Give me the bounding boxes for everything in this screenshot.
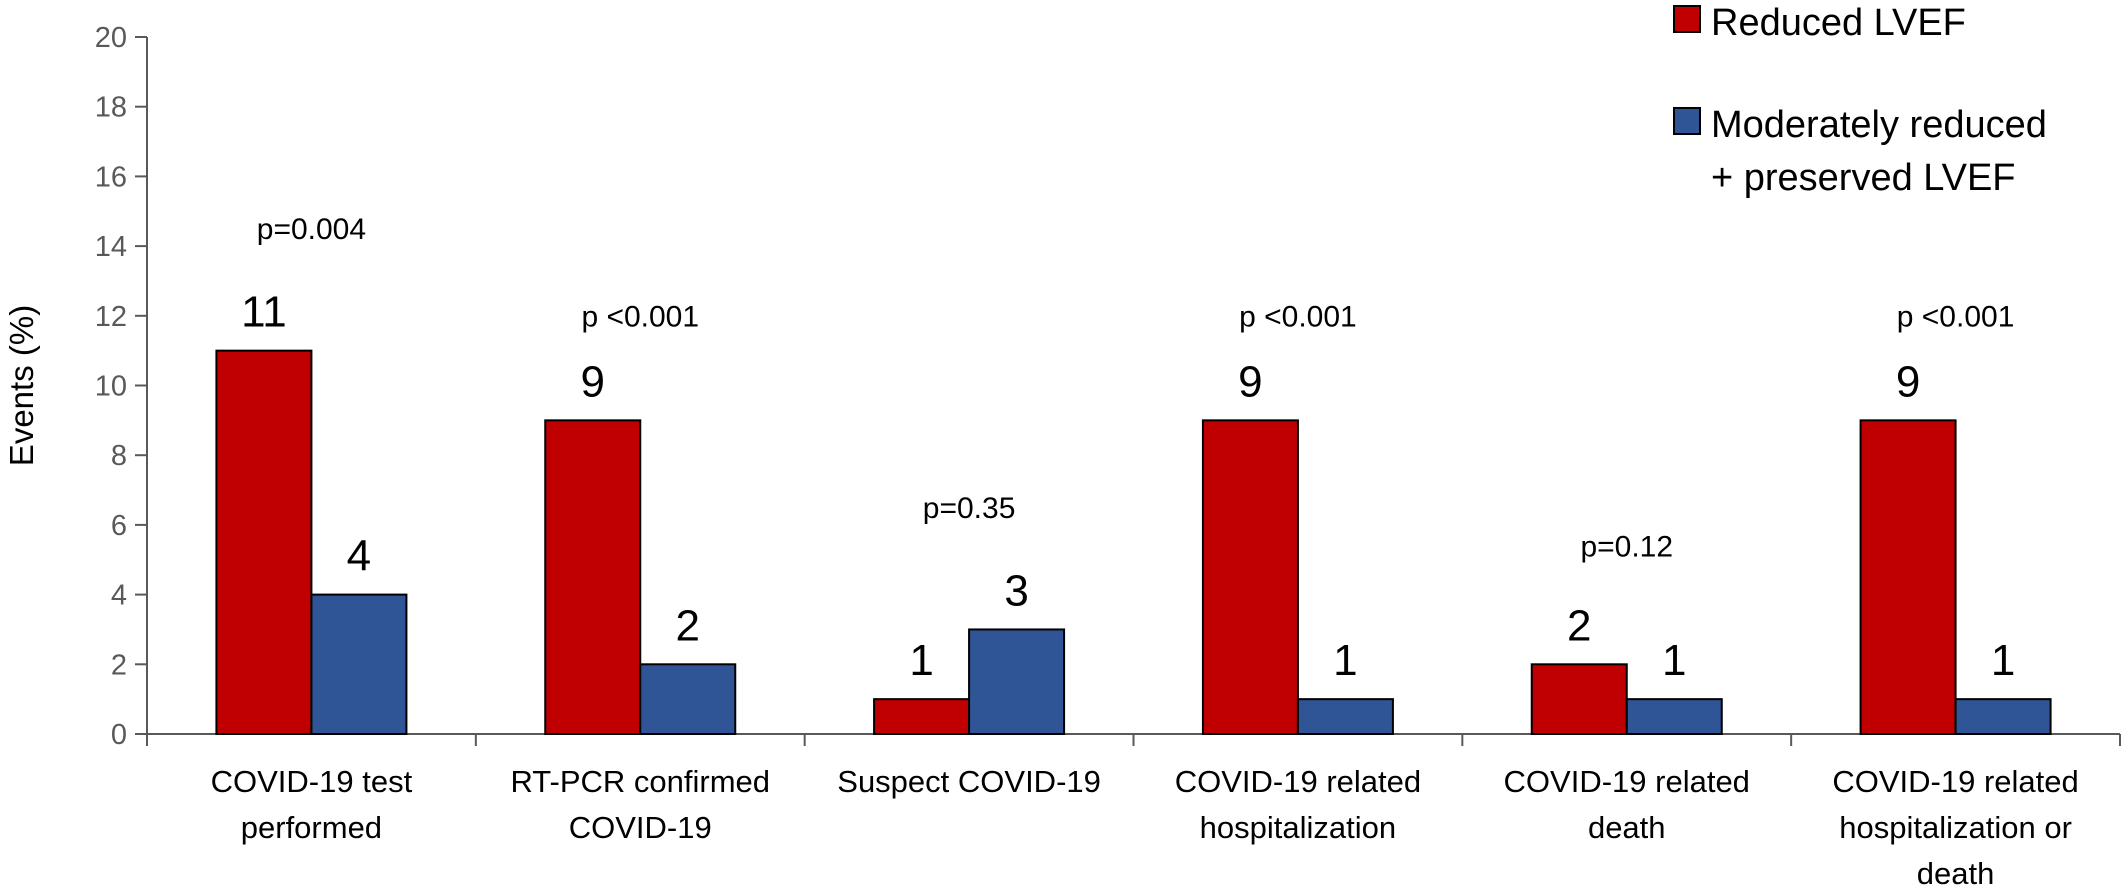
data-label: 3	[1004, 566, 1028, 615]
bar-series-1	[215, 349, 313, 735]
data-label: 2	[1567, 601, 1591, 650]
category-label: COVID-19 test performed	[211, 764, 413, 845]
x-axis	[146, 733, 2121, 746]
legend-item-2[interactable]: Moderately reduced + preserved LVEF	[1673, 104, 2047, 199]
y-axis: 0 2 4 6 8 10 12 14 16 18 20	[95, 22, 148, 751]
bar-series-2	[1954, 698, 2052, 736]
category-label-line: performed	[241, 810, 382, 845]
data-label: 9	[1238, 357, 1262, 406]
y-tick-label: 18	[95, 92, 127, 124]
y-tick-label: 14	[95, 231, 127, 263]
legend-label-line: Moderately reduced	[1711, 104, 2047, 146]
category-label-line: COVID-19 related	[1175, 764, 1421, 799]
p-value-annotation: p=0.004	[257, 213, 366, 246]
y-tick-label: 8	[111, 440, 127, 472]
bar-series-1	[1530, 663, 1628, 735]
category-label-line: Suspect COVID-19	[837, 764, 1101, 799]
y-tick-label: 4	[111, 580, 127, 612]
legend-swatch	[1673, 5, 1701, 33]
category-label: COVID-19 related death	[1504, 764, 1750, 845]
legend-item-1[interactable]: Reduced LVEF	[1673, 2, 1966, 44]
legend-label: Reduced LVEF	[1711, 2, 1966, 44]
y-tick-label: 2	[111, 649, 127, 681]
bar-series-2	[1625, 698, 1723, 736]
legend-swatch	[1673, 107, 1701, 135]
legend-label-line: + preserved LVEF	[1711, 157, 2016, 199]
category-label-line: RT-PCR confirmed	[510, 764, 770, 799]
bar-series-1	[544, 419, 642, 735]
bar-series-1	[1859, 419, 1957, 735]
category-labels: COVID-19 test performed RT-PCR confirmed CO…	[211, 764, 2079, 891]
p-value-annotation: p <0.001	[1239, 300, 1357, 333]
y-tick-label: 12	[95, 301, 127, 333]
category-label: COVID-19 related hospitalization or death	[1832, 764, 2078, 891]
data-label: 9	[581, 357, 605, 406]
bar-series-2	[968, 628, 1066, 736]
data-label: 1	[909, 636, 933, 685]
bar-series-1	[873, 698, 971, 736]
category-label-line: death	[1588, 810, 1666, 845]
category-label-line: hospitalization or	[1839, 810, 2072, 845]
p-value-annotation: p <0.001	[581, 300, 699, 333]
data-label: 2	[676, 601, 700, 650]
category-label-line: COVID-19 related	[1832, 764, 2078, 799]
category-label: RT-PCR confirmed COVID-19	[510, 764, 770, 845]
data-label: 1	[1333, 636, 1357, 685]
bar-series-2	[639, 663, 737, 735]
p-value-annotation: p <0.001	[1897, 300, 2015, 333]
legend-label: Moderately reduced + preserved LVEF	[1711, 104, 2047, 199]
bar-series-2	[310, 593, 408, 735]
category-label-line: death	[1917, 856, 1995, 891]
y-axis-title: Events (%)	[3, 305, 40, 466]
bar-series-1	[1201, 419, 1299, 735]
y-tick-label: 16	[95, 161, 127, 193]
category-label: COVID-19 related hospitalization	[1175, 764, 1421, 845]
legend[interactable]: Reduced LVEF Moderately reduced + preserve…	[1673, 2, 2047, 199]
y-tick-label: 20	[95, 22, 127, 54]
bars	[215, 349, 2052, 736]
category-label-line: COVID-19	[569, 810, 712, 845]
category-label-line: COVID-19 related	[1504, 764, 1750, 799]
data-label: 1	[1991, 636, 2015, 685]
p-value-annotations: p=0.004 p <0.001 p=0.35 p <0.001 p=0.12 p <0.…	[257, 213, 2015, 563]
category-label-line: hospitalization	[1200, 810, 1396, 845]
category-label: Suspect COVID-19	[837, 764, 1101, 799]
data-label: 4	[347, 532, 371, 581]
y-tick-label: 0	[111, 719, 127, 751]
y-tick-label: 10	[95, 371, 127, 403]
legend-label-line: Reduced LVEF	[1711, 2, 1966, 44]
data-label: 11	[241, 288, 287, 337]
p-value-annotation: p=0.35	[923, 492, 1016, 525]
category-label-line: COVID-19 test	[211, 764, 413, 799]
data-label: 9	[1896, 357, 1920, 406]
p-value-annotation: p=0.12	[1580, 530, 1673, 563]
bar-series-2	[1296, 698, 1394, 736]
data-label: 1	[1662, 636, 1686, 685]
y-tick-label: 6	[111, 510, 127, 542]
